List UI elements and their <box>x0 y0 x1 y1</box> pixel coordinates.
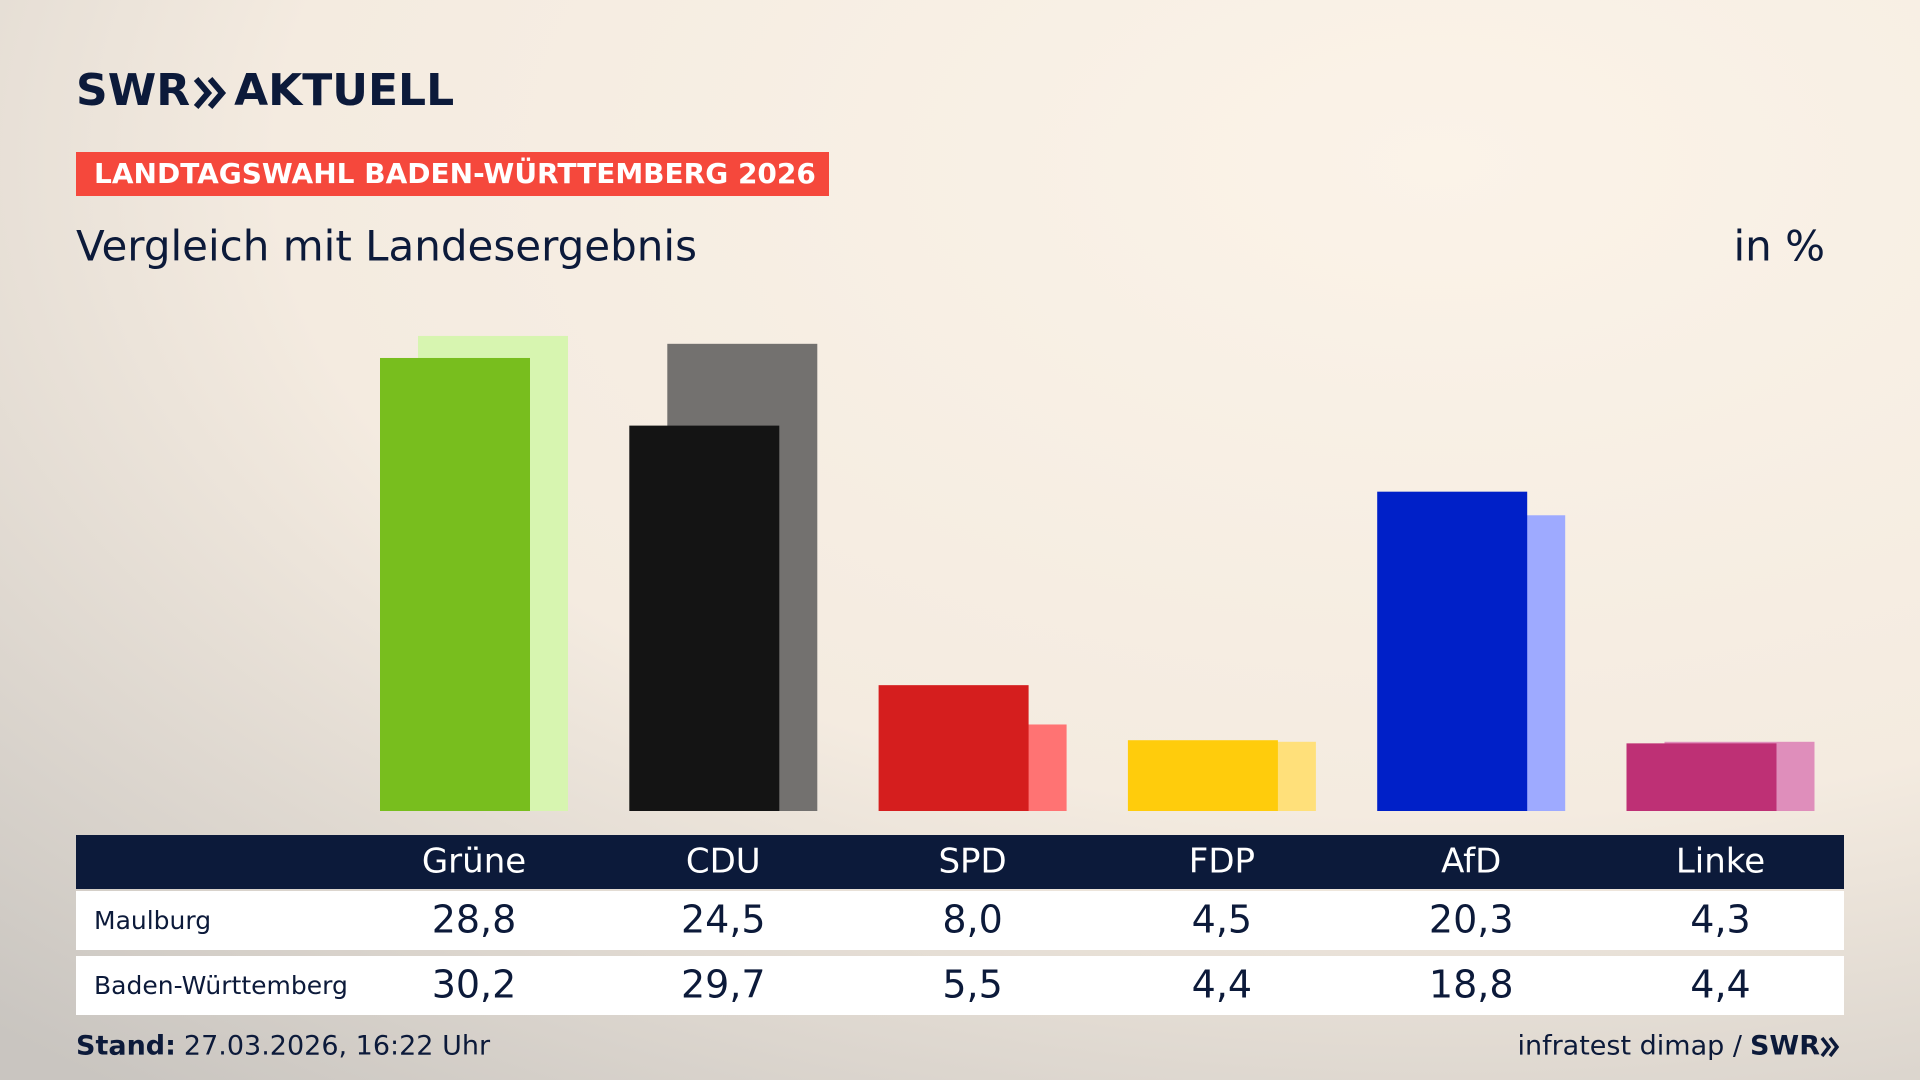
category-label: AfD <box>1441 842 1501 882</box>
logo-text: SWR <box>76 65 190 116</box>
table-row <box>76 956 1844 1015</box>
bar <box>878 685 1029 811</box>
kicker: LANDTAGSWAHL BADEN-WÜRTTEMBERG 2026 <box>94 156 816 190</box>
source: infratest dimap / <box>1517 1031 1742 1062</box>
value-label: 4,4 <box>1192 963 1252 1007</box>
source-logo: SWR <box>1750 1031 1820 1062</box>
row-label: Baden-Württemberg <box>94 971 348 1000</box>
category-label: CDU <box>686 842 761 882</box>
logo-name: AKTUELL <box>234 65 454 116</box>
chart-title: Vergleich mit Landesergebnis <box>76 222 697 271</box>
value-label: 5,5 <box>942 963 1002 1007</box>
row-label: Maulburg <box>94 906 211 935</box>
logo-chevrons <box>193 77 227 109</box>
value-label: 20,3 <box>1429 898 1514 942</box>
bar <box>380 357 530 811</box>
stand: 27.03.2026, 16:22 Uhr <box>184 1031 491 1062</box>
bar <box>1626 743 1777 811</box>
unit: in % <box>1733 222 1825 271</box>
value-label: 28,8 <box>432 898 517 942</box>
value-label: 29,7 <box>681 963 766 1007</box>
value-label: 30,2 <box>432 963 517 1007</box>
value-label: 24,5 <box>681 898 766 942</box>
bar <box>1127 740 1278 811</box>
kicker-box <box>76 152 829 196</box>
value-label: 8,0 <box>942 898 1002 942</box>
value-label: 4,4 <box>1690 963 1750 1007</box>
category-label: Grüne <box>422 842 526 882</box>
category-label: SPD <box>938 842 1006 882</box>
stand-label: Stand: <box>76 1031 176 1062</box>
table-header <box>76 835 1844 889</box>
logo: SWR AKTUELL <box>76 65 454 116</box>
source-chevrons <box>1820 1036 1840 1058</box>
category-label: Linke <box>1676 842 1765 882</box>
table-row <box>76 891 1844 950</box>
bar <box>1377 491 1528 811</box>
bar <box>629 425 780 811</box>
category-label: FDP <box>1189 842 1255 882</box>
value-label: 18,8 <box>1429 963 1514 1007</box>
value-label: 4,3 <box>1690 898 1750 942</box>
value-label: 4,5 <box>1192 898 1252 942</box>
